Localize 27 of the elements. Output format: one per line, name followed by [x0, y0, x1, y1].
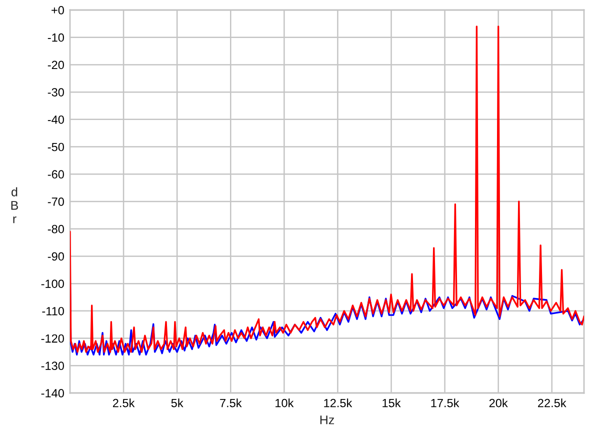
x-tick-label: 22.5k: [538, 398, 566, 408]
y-axis-title: dBr: [11, 187, 18, 224]
x-tick-label: 12.5k: [324, 398, 352, 408]
y-tick-label: -20: [48, 60, 64, 70]
y-tick-label: -120: [41, 334, 64, 343]
x-tick-label: 15k: [382, 398, 401, 408]
x-tick-label: 7.5k: [220, 398, 242, 408]
y-tick-label: -40: [48, 115, 64, 124]
y-tick-label: -110: [42, 306, 64, 316]
y-tick-label: -130: [41, 362, 64, 370]
x-tick-label: 20k: [489, 398, 508, 408]
y-tick-label: -100: [41, 280, 64, 288]
y-tick-label: -80: [48, 224, 64, 234]
x-tick-label: 5k: [171, 398, 184, 408]
y-tick-label: -50: [48, 142, 64, 152]
x-tick-label: 17.5k: [431, 398, 460, 408]
y-tick-label: -10: [48, 33, 64, 42]
x-tick-label: 10k: [276, 398, 294, 408]
x-tick-label: 2.5k: [112, 398, 135, 408]
x-axis-title: Hz: [320, 416, 334, 424]
y-tick-label: -60: [48, 170, 64, 179]
line-series: [70, 26, 584, 353]
y-tick-label: +0: [52, 6, 64, 14]
y-tick-label: -90: [48, 252, 64, 261]
y-tick-label: -70: [48, 198, 64, 206]
y-tick-label: -30: [48, 88, 64, 96]
y-tick-label: -140: [41, 389, 64, 398]
